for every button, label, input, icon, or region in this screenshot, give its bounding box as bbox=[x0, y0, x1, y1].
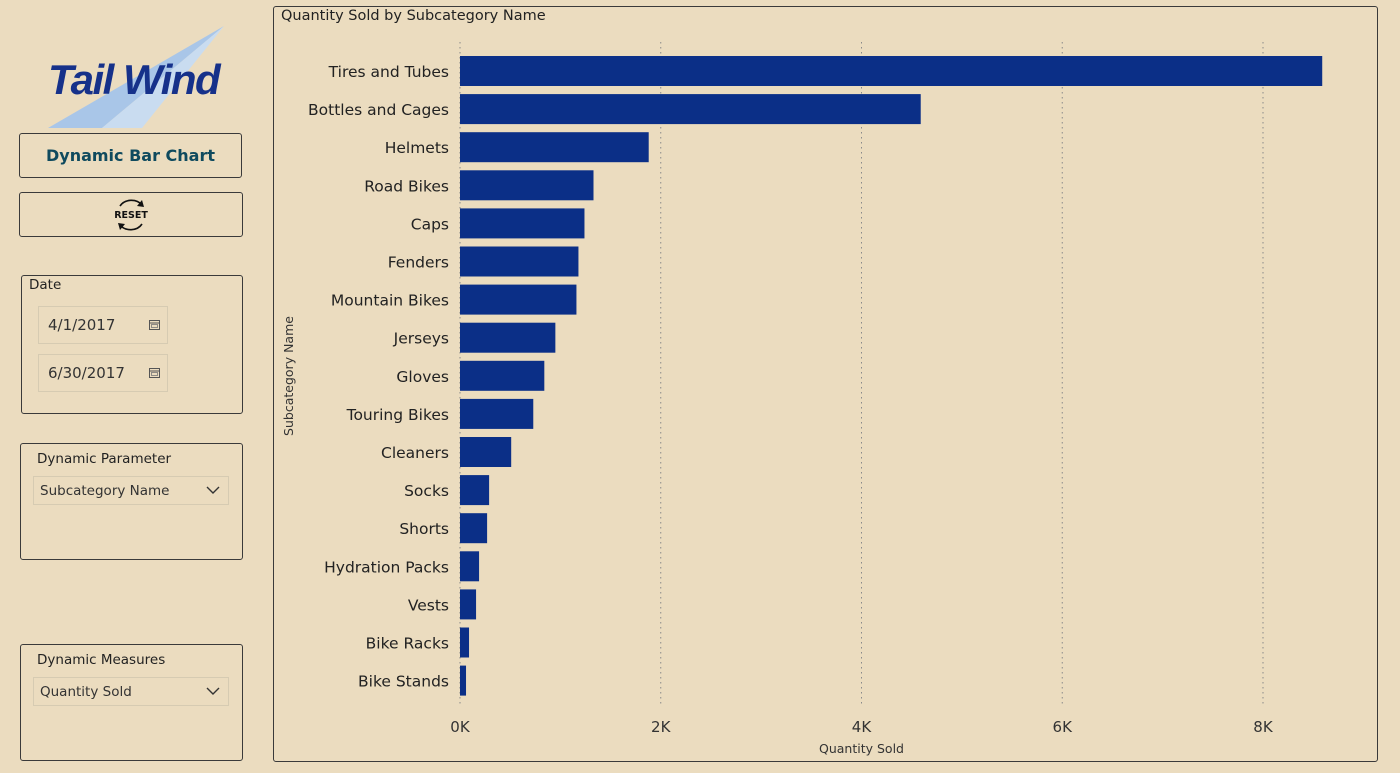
bar bbox=[460, 170, 594, 201]
date-slicer-title: Date bbox=[29, 277, 62, 293]
category-label: Bike Racks bbox=[366, 635, 449, 653]
category-label: Touring Bikes bbox=[346, 406, 449, 424]
category-label: Hydration Packs bbox=[324, 558, 449, 576]
reset-button[interactable]: RESET bbox=[19, 192, 243, 237]
bar bbox=[460, 208, 585, 239]
category-label: Caps bbox=[411, 215, 449, 233]
category-label: Bike Stands bbox=[358, 673, 449, 691]
bar bbox=[460, 437, 512, 467]
y-axis-title: Subcategory Name bbox=[281, 316, 296, 436]
bar bbox=[460, 475, 490, 506]
category-label: Mountain Bikes bbox=[331, 292, 449, 310]
x-tick-label: 8K bbox=[1253, 718, 1274, 736]
category-label: Bottles and Cages bbox=[308, 101, 449, 119]
chevron-down-icon[interactable] bbox=[206, 486, 220, 495]
bar bbox=[460, 94, 921, 125]
bar bbox=[460, 627, 470, 658]
category-label: Cleaners bbox=[381, 444, 449, 462]
date-slicer bbox=[21, 275, 243, 414]
reset-label: RESET bbox=[114, 210, 148, 221]
measure-slicer bbox=[20, 644, 243, 761]
bar bbox=[460, 56, 1323, 86]
bar bbox=[460, 132, 649, 163]
category-label: Vests bbox=[408, 596, 449, 614]
category-label: Fenders bbox=[388, 254, 449, 272]
bar bbox=[460, 398, 534, 429]
parameter-slicer bbox=[20, 443, 243, 560]
chevron-down-icon[interactable] bbox=[206, 687, 220, 696]
measure-selected: Quantity Sold bbox=[40, 683, 132, 700]
category-label: Shorts bbox=[399, 520, 449, 538]
end-date-value: 6/30/2017 bbox=[48, 364, 125, 382]
logo-text: Tail Wind bbox=[48, 56, 222, 103]
category-label: Helmets bbox=[385, 139, 449, 157]
chart-title: Quantity Sold by Subcategory Name bbox=[281, 8, 546, 24]
bar bbox=[460, 513, 488, 544]
category-label: Gloves bbox=[396, 368, 449, 386]
category-label: Tires and Tubes bbox=[328, 63, 449, 81]
start-date-value: 4/1/2017 bbox=[48, 316, 116, 334]
x-tick-label: 0K bbox=[450, 718, 471, 736]
parameter-dropdown[interactable]: Subcategory Name bbox=[33, 476, 229, 505]
end-date-input[interactable]: 6/30/2017 bbox=[38, 354, 168, 392]
bar-chart: 0K 2K 4K 6K 8K Tires and Tubes Bottles and Cag… bbox=[281, 42, 1323, 756]
dynamic-bar-chart-button[interactable]: Dynamic Bar Chart bbox=[19, 133, 242, 178]
bar bbox=[460, 665, 467, 696]
logo-wing bbox=[48, 26, 224, 128]
x-tick-label: 4K bbox=[852, 718, 873, 736]
x-axis-title: Quantity Sold bbox=[819, 741, 904, 756]
category-label: Road Bikes bbox=[364, 177, 449, 195]
title-button-label: Dynamic Bar Chart bbox=[45, 146, 216, 165]
category-label: Socks bbox=[404, 482, 449, 500]
bar bbox=[460, 360, 545, 391]
logo-wing-light bbox=[102, 26, 224, 128]
calendar-icon[interactable] bbox=[149, 320, 160, 330]
bar bbox=[460, 284, 577, 315]
refresh-icon: RESET bbox=[114, 199, 148, 230]
x-tick-label: 2K bbox=[651, 718, 672, 736]
tailwind-logo: Tail Wind bbox=[42, 26, 232, 130]
parameter-slicer-title: Dynamic Parameter bbox=[37, 451, 172, 467]
start-date-input[interactable]: 4/1/2017 bbox=[38, 306, 168, 344]
measure-slicer-title: Dynamic Measures bbox=[37, 652, 166, 668]
category-label: Jerseys bbox=[393, 330, 449, 348]
bar bbox=[460, 589, 477, 620]
bar bbox=[460, 246, 579, 277]
measure-dropdown[interactable]: Quantity Sold bbox=[33, 677, 229, 706]
bar bbox=[460, 322, 556, 353]
chart-panel bbox=[273, 6, 1378, 762]
parameter-selected: Subcategory Name bbox=[40, 482, 170, 499]
x-tick-label: 6K bbox=[1053, 718, 1074, 736]
bar bbox=[460, 551, 480, 582]
calendar-icon[interactable] bbox=[149, 368, 160, 378]
